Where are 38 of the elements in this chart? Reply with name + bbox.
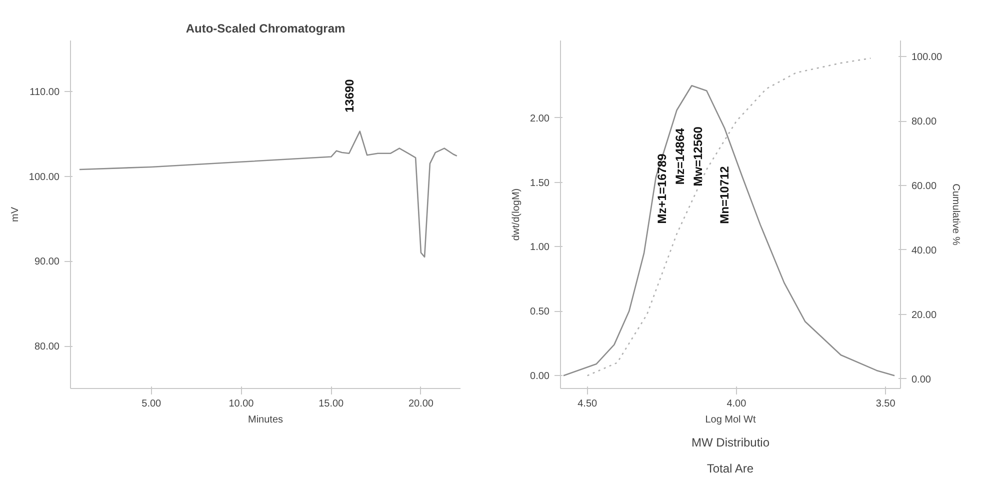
y-tick-label: 1.50 [530, 178, 550, 189]
line-series [586, 58, 872, 376]
text: MW Distributio [691, 436, 770, 450]
x-tick-label: 3.50 [876, 398, 896, 410]
annotation: Mz=14864 [672, 128, 687, 185]
x-axis-title: Log Mol Wt [705, 414, 756, 426]
y-tick-label: 2.00 [530, 113, 550, 124]
x-tick-label: 5.00 [142, 398, 162, 410]
y-tick-label: 90.00 [34, 256, 60, 268]
y-tick-label: 1.00 [530, 242, 550, 254]
x-axis-title: Minutes [248, 414, 284, 426]
y-tick-label: 0.50 [530, 306, 550, 318]
y-tick-label: 110.00 [30, 86, 60, 98]
y-axis-title: dwt/d(logM) [511, 188, 522, 241]
x-tick-label: 4.50 [578, 398, 598, 410]
y2-tick-label: 100.00 [912, 52, 943, 64]
y2-tick-label: 40.00 [912, 245, 937, 256]
y2-tick-label: 60.00 [912, 181, 937, 192]
y-axis-title: mV [10, 206, 21, 222]
text: Total Are [706, 462, 754, 476]
line-series [78, 130, 458, 258]
annotation: Mw=12560 [690, 126, 705, 186]
line-series [562, 84, 896, 376]
y-tick-label: 0.00 [530, 371, 550, 382]
annotation: Mn=10712 [717, 166, 732, 224]
y2-tick-label: 0.00 [912, 374, 932, 386]
y-tick-label: 100.00 [28, 172, 60, 183]
y2-axis-title: Cumulative % [950, 184, 962, 246]
y2-tick-label: 80.00 [912, 116, 937, 128]
annotation: Mz+1=16789 [654, 153, 669, 224]
chart-title: Auto-Scaled Chromatogram [186, 22, 346, 36]
x-tick-label: 4.00 [726, 398, 747, 410]
x-tick-label: 15.00 [318, 398, 344, 410]
x-tick-label: 20.00 [408, 398, 434, 410]
annotation: 13690 [342, 78, 356, 113]
y-tick-label: 80.00 [34, 342, 60, 353]
x-tick-label: 10.00 [228, 398, 254, 410]
y2-tick-label: 20.00 [912, 310, 937, 321]
